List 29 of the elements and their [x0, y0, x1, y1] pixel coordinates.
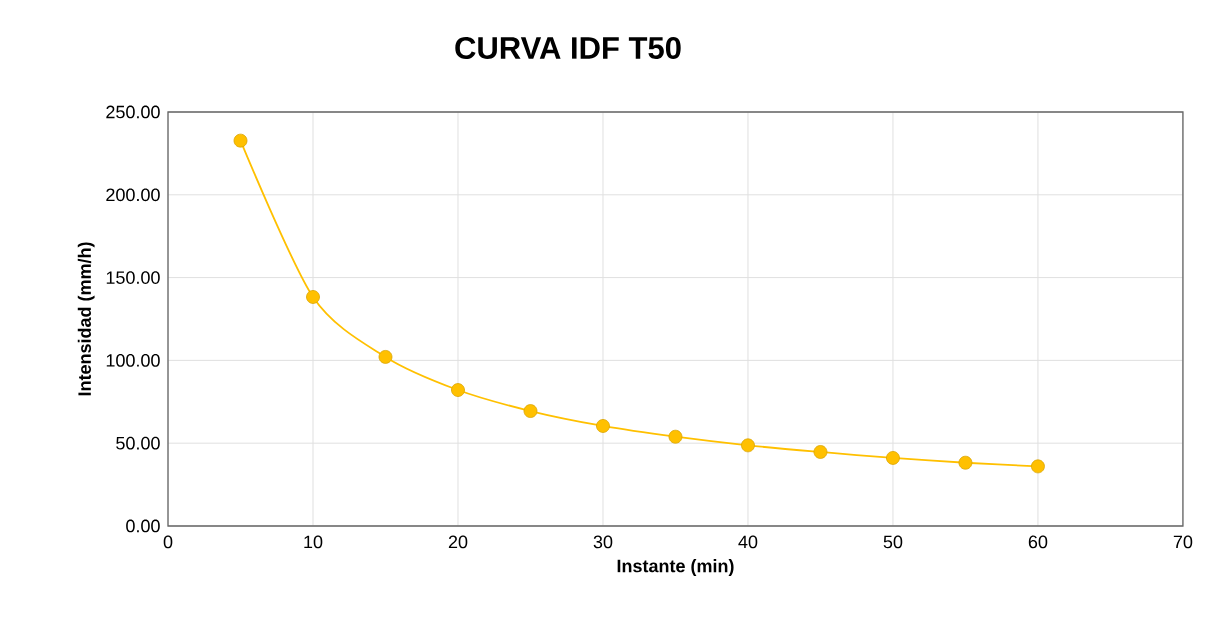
- y-tick-label: 100.00: [106, 354, 160, 367]
- x-tick-label: 50: [883, 535, 903, 549]
- point: [958, 455, 973, 470]
- chart-title: CURVA IDF T50: [455, 37, 681, 59]
- point: [596, 419, 610, 433]
- point: [813, 445, 828, 459]
- x-tick-label: 70: [1173, 535, 1193, 549]
- x-tick-label: 10: [304, 535, 323, 549]
- x-tick-label: 40: [738, 535, 758, 549]
- x-tick-label: 20: [448, 535, 468, 549]
- point: [1031, 459, 1045, 474]
- y-tick-label: 150.00: [106, 271, 160, 284]
- point: [741, 438, 755, 453]
- point: [306, 290, 320, 304]
- y-tick-label: 200.00: [106, 188, 160, 202]
- x-tick-label: 0: [163, 535, 173, 549]
- point: [886, 451, 900, 465]
- point: [523, 404, 538, 418]
- y-axis-title: Intensidad (mm/h): [77, 242, 95, 396]
- y-tick-label: 50.00: [116, 436, 160, 450]
- x-tick-label: 30: [593, 535, 613, 549]
- point: [668, 429, 683, 444]
- point: [233, 133, 248, 148]
- y-tick-label: 250.00: [106, 105, 160, 119]
- x-tick-label: 60: [1028, 535, 1048, 549]
- y-tick-label: 0.00: [126, 519, 160, 533]
- point: [451, 383, 465, 397]
- point: [378, 350, 393, 364]
- x-axis-title: Instante (min): [617, 559, 734, 576]
